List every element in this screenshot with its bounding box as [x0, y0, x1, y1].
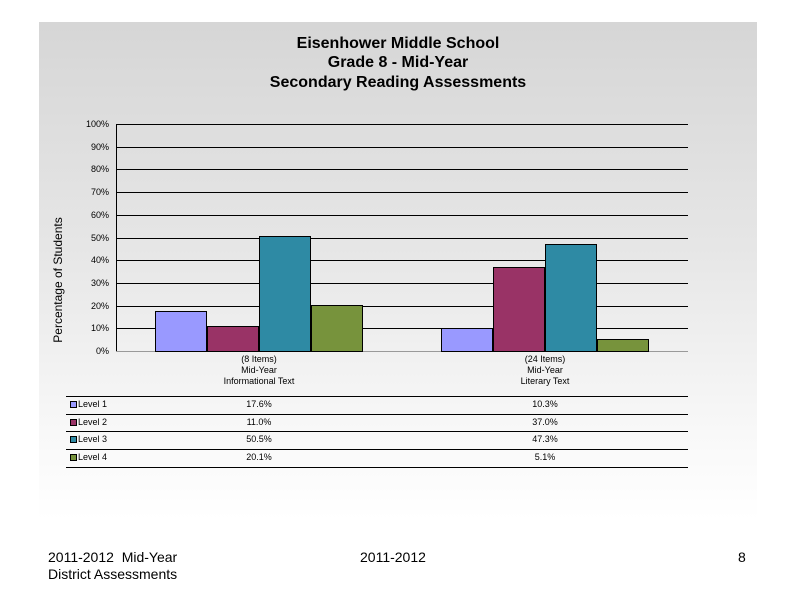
y-tick-label: 40%	[90, 255, 109, 265]
footer-left: 2011-2012 Mid-Year District Assessments	[48, 549, 177, 583]
legend-label: Level 2	[78, 417, 108, 427]
legend-label: Level 4	[78, 452, 108, 462]
footer-left-line-2: District Assessments	[48, 566, 178, 582]
footer-center: 2011-2012	[360, 549, 426, 565]
x-category-label: (24 Items) Mid-Year Literary Text	[445, 354, 645, 387]
data-table-rule	[66, 396, 688, 397]
data-table-rule	[66, 431, 688, 432]
gridline	[116, 192, 688, 193]
data-table-row-level-1: Level 1 17.6% 10.3%	[66, 396, 688, 413]
chart-title-line-3: Secondary Reading Assessments	[269, 74, 527, 91]
data-table-rule	[66, 449, 688, 450]
data-table-rule	[66, 414, 688, 415]
bar-level-1-cat-1	[155, 311, 207, 352]
y-tick-label: 20%	[90, 301, 109, 311]
gridline	[116, 169, 688, 170]
x-category-label-line: Literary Text	[520, 376, 570, 386]
legend-label: Level 1	[78, 399, 108, 409]
x-category-label-line: Mid-Year	[241, 365, 277, 375]
x-category-label-line: (24 Items)	[524, 354, 566, 364]
data-table-row-level-3: Level 3 50.5% 47.3%	[66, 431, 688, 448]
chart-area: Eisenhower Middle School Grade 8 - Mid-Y…	[39, 22, 757, 520]
y-axis-title: Percentage of Students	[51, 217, 65, 343]
y-tick-label: 30%	[90, 278, 109, 288]
gridline	[116, 238, 688, 239]
gridline	[116, 306, 688, 307]
gridline	[116, 328, 688, 329]
bar-level-3-cat-1	[259, 236, 311, 352]
legend-swatch	[70, 401, 77, 408]
y-tick-label: 10%	[90, 323, 109, 333]
y-tick-label: 0%	[95, 346, 109, 356]
legend-swatch	[70, 454, 77, 461]
legend-swatch	[70, 436, 77, 443]
legend-swatch	[70, 419, 77, 426]
y-tick-label: 80%	[90, 164, 109, 174]
gridline	[116, 283, 688, 284]
x-category-label-line: (8 Items)	[241, 354, 277, 364]
data-table-value: 20.1%	[246, 452, 272, 462]
data-table-value: 5.1%	[534, 452, 556, 462]
data-table-value: 17.6%	[246, 399, 272, 409]
gridline	[116, 124, 688, 125]
x-category-label-line: Informational Text	[223, 376, 295, 386]
y-tick-label: 100%	[85, 119, 109, 129]
gridline	[116, 147, 688, 148]
data-table-value: 47.3%	[532, 434, 558, 444]
data-table-value: 10.3%	[532, 399, 558, 409]
legend-label: Level 3	[78, 434, 108, 444]
data-table-value: 11.0%	[246, 417, 272, 427]
data-table-rule	[66, 467, 688, 468]
bar-level-4-cat-2	[597, 339, 649, 352]
y-tick-label: 50%	[90, 233, 109, 243]
y-tick-label: 90%	[90, 142, 109, 152]
page-number: 8	[738, 549, 746, 565]
data-table-value: 37.0%	[532, 417, 558, 427]
gridline	[116, 260, 688, 261]
bar-level-4-cat-1	[311, 305, 363, 352]
bar-level-1-cat-2	[441, 328, 493, 352]
footer-left-line-1: 2011-2012 Mid-Year	[48, 549, 178, 565]
chart-title-line-2: Grade 8 - Mid-Year	[327, 54, 469, 71]
chart-title-line-1: Eisenhower Middle School	[296, 35, 500, 52]
bar-level-2-cat-1	[207, 326, 259, 352]
x-axis-line	[116, 351, 688, 352]
bar-level-2-cat-2	[493, 267, 545, 352]
data-table-row-level-4: Level 4 20.1% 5.1%	[66, 449, 688, 466]
gridline	[116, 215, 688, 216]
bar-level-3-cat-2	[545, 244, 597, 352]
data-table-row-level-2: Level 2 11.0% 37.0%	[66, 414, 688, 431]
x-category-label: (8 Items) Mid-Year Informational Text	[159, 354, 359, 387]
y-tick-label: 60%	[90, 210, 109, 220]
data-table-value: 50.5%	[246, 434, 272, 444]
x-category-label-line: Mid-Year	[527, 365, 563, 375]
y-tick-label: 70%	[90, 187, 109, 197]
